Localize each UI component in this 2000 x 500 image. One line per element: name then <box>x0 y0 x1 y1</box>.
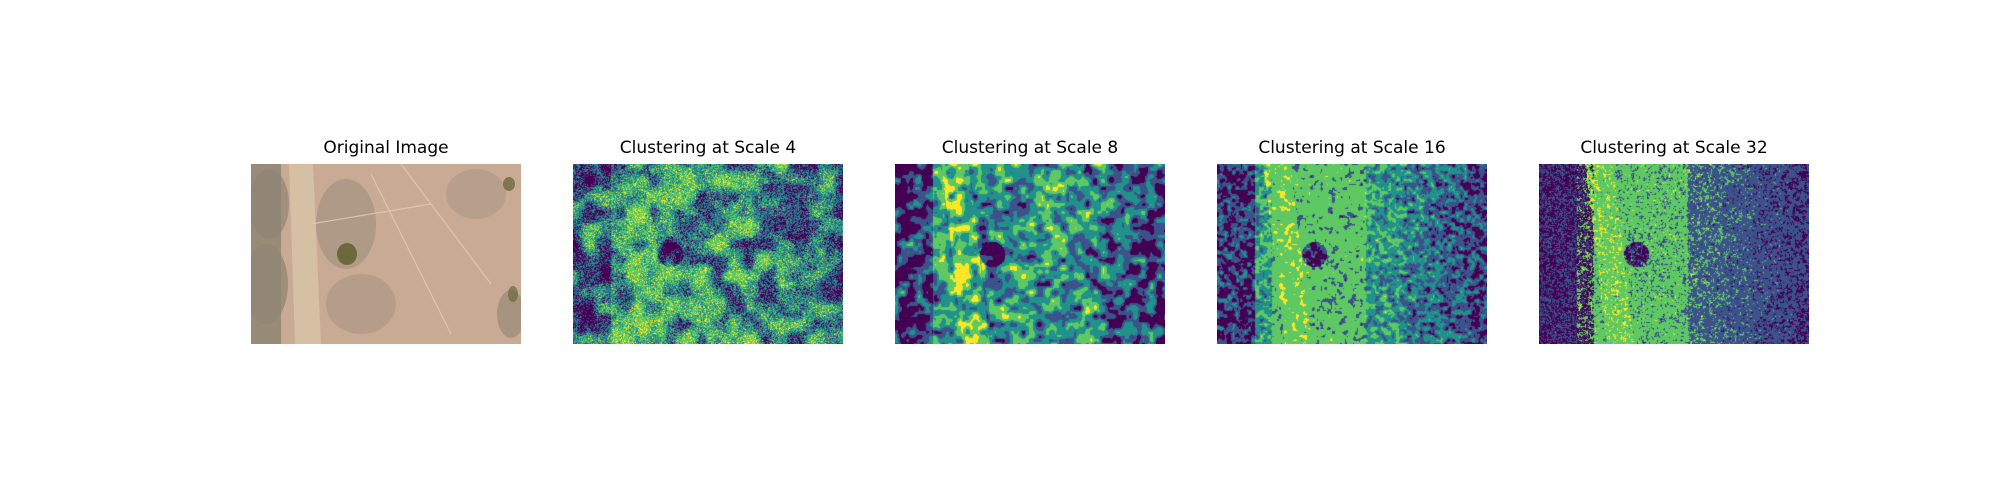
cluster-map-scale-32 <box>1539 164 1809 344</box>
cluster-map-scale-16 <box>1217 164 1487 344</box>
original-image <box>251 164 521 344</box>
cluster-map-scale-8 <box>895 164 1165 344</box>
panel-title: Clustering at Scale 8 <box>941 138 1119 158</box>
panel-title: Original Image <box>323 138 449 158</box>
cluster-map-scale-4 <box>573 164 843 344</box>
panel-title: Clustering at Scale 4 <box>619 138 797 158</box>
panel-title: Clustering at Scale 16 <box>1258 138 1446 158</box>
panel-title: Clustering at Scale 32 <box>1580 138 1768 158</box>
